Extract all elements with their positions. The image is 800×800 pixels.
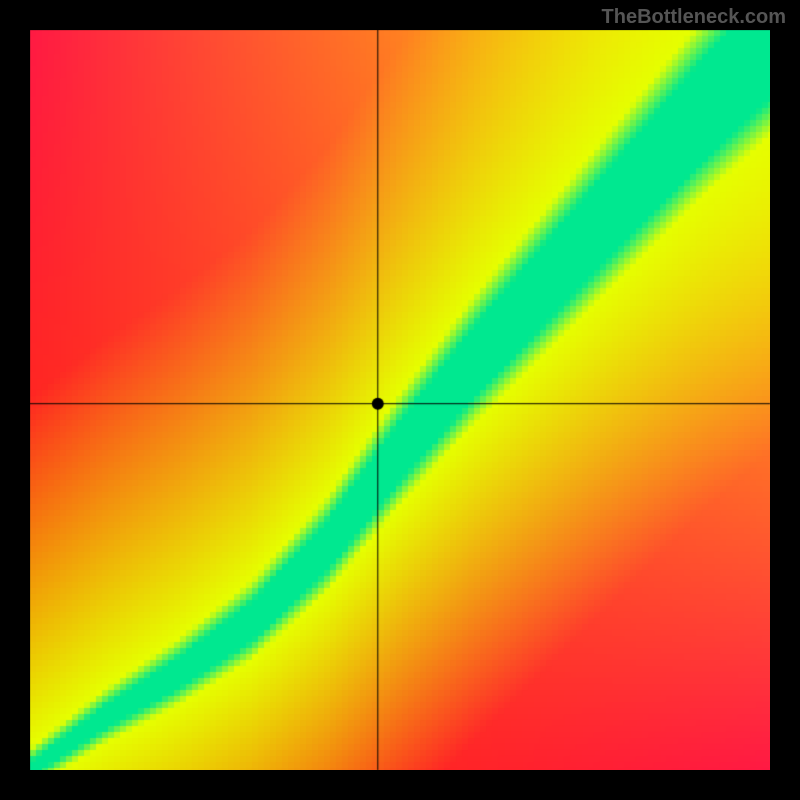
heatmap-canvas (0, 0, 800, 800)
watermark-text: TheBottleneck.com (602, 6, 786, 29)
chart-container: TheBottleneck.com (0, 0, 800, 800)
